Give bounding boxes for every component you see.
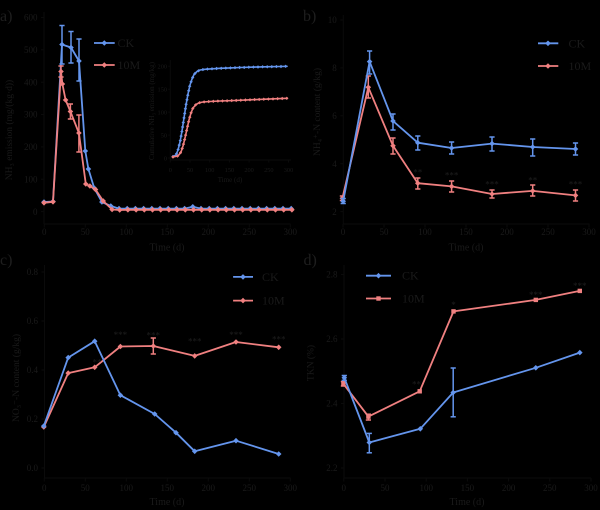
- svg-text:***: ***: [188, 337, 202, 347]
- svg-text:10M: 10M: [262, 294, 285, 308]
- svg-text:50: 50: [187, 167, 193, 174]
- svg-text:200: 200: [202, 483, 216, 493]
- svg-text:CK: CK: [118, 36, 135, 50]
- svg-text:0: 0: [164, 156, 167, 163]
- svg-text:***: ***: [147, 331, 161, 341]
- svg-text:***: ***: [573, 281, 587, 291]
- svg-text:*: *: [451, 300, 456, 310]
- svg-text:CK: CK: [262, 270, 279, 284]
- svg-text:250: 250: [543, 483, 557, 493]
- svg-text:300: 300: [284, 483, 298, 493]
- svg-text:10: 10: [328, 15, 338, 25]
- svg-text:6: 6: [332, 111, 337, 121]
- svg-text:50: 50: [381, 483, 391, 493]
- svg-text:***: ***: [485, 180, 499, 190]
- svg-text:10M: 10M: [118, 58, 141, 72]
- svg-text:200: 200: [202, 227, 216, 237]
- svg-text:Time (d): Time (d): [450, 497, 485, 508]
- svg-text:***: ***: [114, 330, 128, 340]
- svg-text:300: 300: [24, 110, 38, 120]
- svg-text:200: 200: [244, 167, 253, 174]
- svg-text:b): b): [303, 8, 316, 25]
- svg-text:150: 150: [161, 483, 175, 493]
- svg-text:50: 50: [81, 227, 91, 237]
- svg-text:NO₃⁻-N content (g/kg): NO₃⁻-N content (g/kg): [11, 334, 22, 422]
- svg-text:**: **: [528, 176, 538, 186]
- svg-text:0.8: 0.8: [27, 267, 39, 277]
- svg-text:150: 150: [161, 227, 175, 237]
- svg-text:2.6: 2.6: [326, 334, 338, 344]
- svg-text:NH₄⁺-N content (g/kg): NH₄⁺-N content (g/kg): [312, 68, 323, 156]
- svg-text:***: ***: [529, 290, 543, 300]
- svg-text:Time (d): Time (d): [449, 243, 484, 254]
- svg-text:500: 500: [24, 45, 38, 55]
- svg-text:100: 100: [418, 227, 432, 237]
- svg-text:a): a): [0, 8, 12, 25]
- svg-text:100: 100: [120, 227, 134, 237]
- svg-text:50: 50: [81, 483, 91, 493]
- svg-text:150: 150: [461, 483, 475, 493]
- svg-text:10M: 10M: [569, 59, 592, 73]
- svg-text:250: 250: [264, 167, 273, 174]
- svg-text:TKN (%): TKN (%): [306, 345, 317, 381]
- svg-text:***: ***: [272, 335, 286, 345]
- svg-text:250: 250: [243, 227, 257, 237]
- svg-text:2.2: 2.2: [326, 463, 337, 473]
- svg-text:200: 200: [500, 227, 514, 237]
- svg-text:***: ***: [569, 180, 583, 190]
- svg-text:Time (d): Time (d): [150, 243, 185, 254]
- svg-text:0: 0: [42, 483, 47, 493]
- svg-text:100: 100: [419, 483, 433, 493]
- svg-text:250: 250: [243, 483, 257, 493]
- svg-text:0.2: 0.2: [27, 414, 38, 424]
- svg-text:**: **: [412, 380, 422, 390]
- svg-text:300: 300: [284, 227, 298, 237]
- svg-text:300: 300: [582, 227, 596, 237]
- svg-text:2: 2: [332, 207, 337, 217]
- svg-text:150: 150: [225, 167, 234, 174]
- svg-text:0: 0: [169, 167, 172, 174]
- svg-text:50: 50: [161, 133, 167, 140]
- svg-text:8: 8: [332, 63, 337, 73]
- svg-text:0.6: 0.6: [27, 316, 39, 326]
- svg-text:2.8: 2.8: [326, 270, 338, 280]
- svg-text:CK: CK: [402, 269, 419, 283]
- svg-text:250: 250: [541, 227, 555, 237]
- svg-text:150: 150: [459, 227, 473, 237]
- svg-text:50: 50: [380, 227, 390, 237]
- svg-text:d): d): [304, 252, 317, 269]
- svg-text:**: **: [413, 168, 423, 178]
- svg-text:CK: CK: [569, 36, 586, 50]
- svg-text:100: 100: [24, 174, 38, 184]
- svg-text:100: 100: [120, 483, 134, 493]
- svg-text:0: 0: [342, 483, 347, 493]
- svg-text:2.4: 2.4: [326, 399, 338, 409]
- svg-text:Cumulative NH₃ emission (mg/kg: Cumulative NH₃ emission (mg/kg): [148, 61, 156, 160]
- svg-text:300: 300: [584, 483, 598, 493]
- svg-text:0: 0: [42, 227, 47, 237]
- svg-text:150: 150: [158, 87, 167, 94]
- svg-text:200: 200: [24, 142, 38, 152]
- svg-text:200: 200: [158, 64, 167, 71]
- svg-text:NH₃ emission (mg/(kg·d)): NH₃ emission (mg/(kg·d)): [4, 80, 15, 180]
- svg-text:0: 0: [33, 207, 38, 217]
- svg-text:Time (d): Time (d): [218, 176, 243, 184]
- svg-text:10M: 10M: [402, 292, 425, 306]
- svg-text:300: 300: [284, 167, 293, 174]
- svg-text:Time (d): Time (d): [150, 497, 185, 508]
- svg-text:400: 400: [24, 77, 38, 87]
- svg-text:c): c): [0, 252, 12, 269]
- svg-text:***: ***: [445, 171, 459, 181]
- svg-text:**: **: [93, 358, 103, 368]
- svg-text:100: 100: [158, 110, 167, 117]
- svg-text:4: 4: [332, 159, 337, 169]
- svg-text:200: 200: [502, 483, 516, 493]
- svg-text:0.4: 0.4: [27, 365, 39, 375]
- svg-text:600: 600: [24, 13, 38, 23]
- svg-text:***: ***: [229, 330, 243, 340]
- svg-text:0: 0: [341, 227, 346, 237]
- svg-text:0.0: 0.0: [27, 463, 39, 473]
- svg-text:100: 100: [205, 167, 214, 174]
